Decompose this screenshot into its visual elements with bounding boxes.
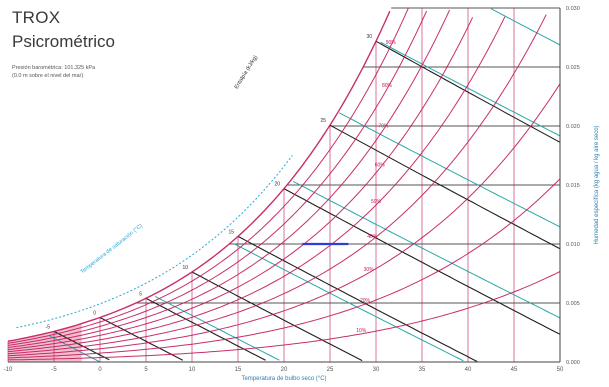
x-tick-label: -5 [51, 367, 57, 373]
x-tick-label: 50 [557, 367, 564, 373]
wet-bulb-line [375, 40, 561, 143]
wet-bulb-line [145, 297, 266, 361]
x-tick-label: 5 [144, 367, 148, 373]
relative-humidity-label: 50% [371, 199, 382, 205]
enthalpy-line [154, 295, 280, 361]
x-tick-label: 15 [235, 367, 242, 373]
pressure-note-line-2: (0.0 m sobre el nivel del mar) [12, 73, 84, 79]
enthalpy-line [292, 180, 561, 319]
y-tick-label: 0.000 [566, 360, 580, 366]
wet-bulb-label: 25 [320, 118, 326, 124]
wet-bulb-line [191, 271, 363, 362]
wet-bulb-label: 0 [93, 311, 96, 317]
relative-humidity-curve [7, 9, 451, 348]
x-tick-label: 35 [419, 367, 426, 373]
relative-humidity-label: 40% [367, 234, 378, 240]
wet-bulb-label: 20 [274, 182, 280, 188]
enthalpy-line [380, 41, 561, 137]
relative-humidity-label: 20% [360, 298, 371, 304]
relative-humidity-curve [7, 271, 561, 361]
pressure-note-line-1: Presión barométrica: 101.325 kPa [12, 65, 96, 71]
y-tick-label: 0.015 [566, 183, 580, 189]
relative-humidity-label: 60% [375, 162, 386, 168]
wet-bulb-line [329, 124, 561, 250]
y-axis-label: Humedad específica (kg agua / kg aire se… [594, 125, 600, 244]
relative-humidity-curve [7, 83, 561, 357]
relative-humidity-curve [7, 16, 506, 353]
wet-bulb-line [237, 235, 478, 362]
relative-humidity-curve [7, 14, 547, 355]
wet-bulb-label: 10 [182, 265, 188, 271]
x-tick-label: 20 [281, 367, 288, 373]
y-tick-label: 0.020 [566, 124, 580, 130]
wet-bulb-label: -5 [46, 324, 51, 330]
relative-humidity-label: 10% [356, 328, 367, 334]
wet-bulb-label: 15 [228, 229, 234, 235]
x-tick-label: 45 [511, 367, 518, 373]
x-tick-label: 10 [189, 367, 196, 373]
x-tick-label: 40 [465, 367, 472, 373]
pressure-note: Presión barométrica: 101.325 kPa (0.0 m … [12, 64, 95, 80]
x-tick-label: 30 [373, 367, 380, 373]
relative-humidity-curve [7, 8, 409, 344]
relative-humidity-label: 90% [386, 40, 397, 46]
enthalpy-line [233, 242, 464, 362]
x-tick-label: 25 [327, 367, 334, 373]
relative-humidity-curve [7, 10, 428, 346]
relative-humidity-label: 30% [364, 267, 375, 273]
wet-bulb-label: 30 [366, 34, 372, 40]
relative-humidity-label: 70% [378, 124, 389, 130]
chart-brand-title: TROX [12, 8, 61, 27]
wet-bulb-line [283, 188, 561, 335]
y-tick-label: 0.010 [566, 242, 580, 248]
relative-humidity-curve [7, 17, 474, 351]
x-tick-label: 0 [98, 367, 102, 373]
saturation-label: Temperatura de saturación (°C) [80, 223, 144, 275]
y-tick-label: 0.005 [566, 301, 580, 307]
enthalpy-label: Entalpía (kJ/kg) [234, 54, 259, 90]
enthalpy-line [490, 8, 561, 46]
x-tick-label: -10 [4, 367, 13, 373]
wet-bulb-line [99, 317, 184, 361]
x-axis-label: Temperatura de bulbo seco (°C) [241, 376, 326, 382]
saturation-scale [16, 155, 293, 329]
relative-humidity-curve [7, 10, 391, 342]
wet-bulb-label: 5 [139, 291, 142, 297]
chart-subtitle: Psicrométrico [12, 32, 115, 51]
relative-humidity-curve [7, 178, 561, 359]
relative-humidity-label: 80% [382, 83, 393, 89]
y-tick-label: 0.030 [566, 6, 580, 12]
enthalpy-line [338, 112, 561, 228]
y-tick-label: 0.025 [566, 65, 580, 71]
